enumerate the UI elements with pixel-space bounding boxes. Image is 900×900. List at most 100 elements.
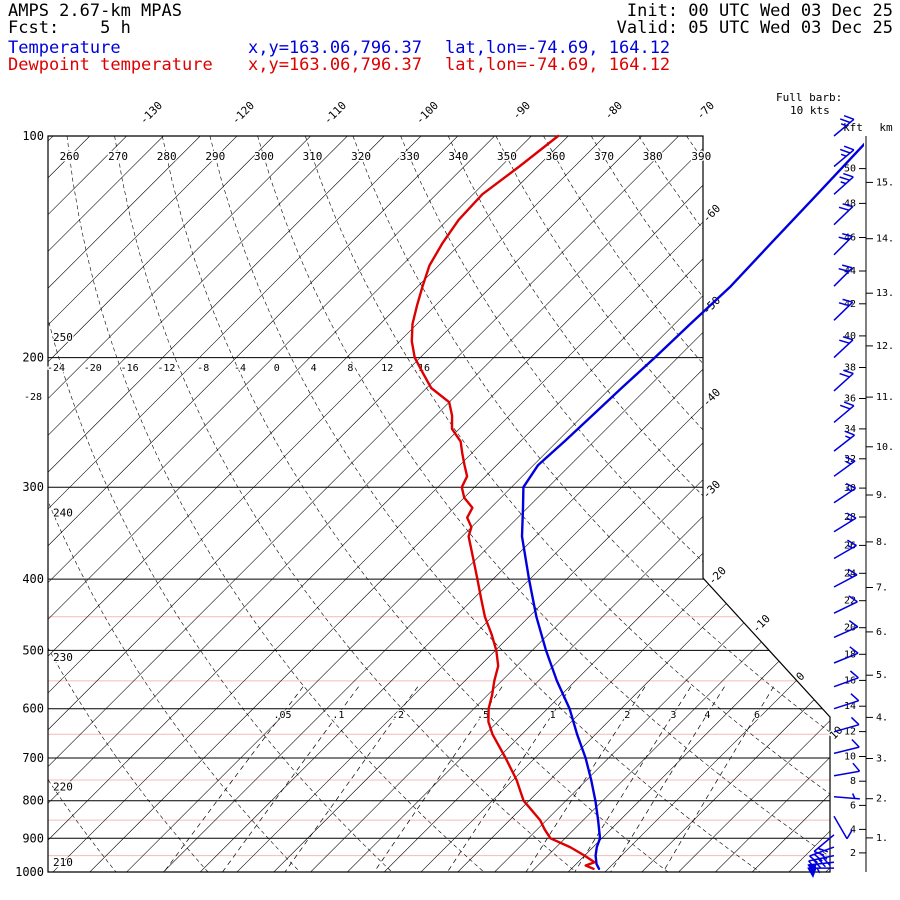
svg-text:-20: -20 (84, 363, 102, 374)
svg-text:4: 4 (704, 710, 710, 721)
svg-text:10.: 10. (876, 442, 894, 453)
svg-text:3: 3 (670, 710, 676, 721)
mixing-ratio-line (610, 686, 725, 872)
isotherm (641, 136, 830, 872)
dry-adiabat (686, 136, 830, 872)
svg-text:6: 6 (850, 800, 856, 811)
mixing-ratio-line (222, 686, 359, 872)
isotherm (48, 136, 385, 872)
init-time: Init: 00 UTC Wed 03 Dec 25 (626, 1, 893, 21)
svg-text:310: 310 (303, 150, 323, 163)
svg-text:6: 6 (754, 710, 760, 721)
svg-text:380: 380 (643, 150, 663, 163)
svg-text:-28: -28 (24, 392, 42, 403)
svg-text:200: 200 (22, 351, 44, 365)
legend-dewpoint-latlon: lat,lon=-74.69, 164.12 (445, 55, 671, 75)
svg-text:8: 8 (850, 776, 856, 787)
isotherm (48, 136, 274, 872)
dry-adiabat (352, 136, 830, 872)
mixing-ratio-line (447, 686, 572, 872)
isotherm (48, 136, 238, 872)
dry-adiabat (48, 136, 117, 872)
svg-text:40: 40 (844, 331, 856, 342)
isotherm (48, 136, 495, 872)
svg-text:6.: 6. (876, 627, 888, 638)
svg-text:400: 400 (22, 572, 44, 586)
valid-time: Valid: 05 UTC Wed 03 Dec 25 (616, 18, 893, 38)
isotherm (825, 136, 830, 872)
grid-lines (0, 136, 830, 872)
svg-text:8: 8 (347, 363, 353, 374)
isotherm (48, 136, 311, 872)
svg-text:340: 340 (448, 150, 468, 163)
isotherm (48, 136, 716, 872)
isotherm (568, 136, 830, 872)
svg-text:.05: .05 (273, 710, 291, 721)
legend-temperature-latlon: lat,lon=-74.69, 164.12 (445, 38, 671, 58)
height-axis (859, 136, 873, 872)
svg-text:3.: 3. (876, 754, 888, 765)
mixing-ratio-line (574, 686, 692, 872)
mixing-ratio-line (525, 686, 646, 872)
dry-adiabat (162, 136, 669, 872)
dry-adiabat (209, 136, 761, 872)
isotherm (48, 136, 90, 872)
dry-adiabat (114, 136, 577, 872)
dry-adiabat (48, 136, 209, 872)
svg-text:250: 250 (53, 331, 73, 344)
svg-text:1: 1 (550, 710, 556, 721)
svg-text:0: 0 (274, 363, 280, 374)
isotherm (678, 136, 830, 872)
svg-text:280: 280 (157, 150, 177, 163)
svg-text:.2: .2 (392, 710, 404, 721)
isotherm (48, 136, 201, 872)
svg-text:800: 800 (22, 794, 44, 808)
isotherm (0, 136, 16, 872)
svg-text:-90: -90 (510, 99, 533, 122)
isotherm (494, 136, 830, 872)
svg-text:km: km (879, 121, 893, 134)
svg-text:700: 700 (22, 751, 44, 765)
svg-text:kft: kft (843, 121, 863, 134)
wind-barbs (807, 114, 861, 879)
mixing-ratio-line (284, 686, 419, 872)
legend-temperature-xy: x,y=163.06,796.37 (248, 38, 422, 58)
dry-adiabat (48, 136, 393, 872)
svg-text:12.: 12. (876, 341, 894, 352)
dry-adiabat (48, 136, 301, 872)
svg-text:-24: -24 (47, 363, 65, 374)
barb-legend-line1: Full barb: (776, 91, 843, 104)
svg-text:240: 240 (53, 507, 73, 520)
isotherm (420, 136, 830, 872)
svg-text:-100: -100 (413, 99, 441, 127)
svg-text:-12: -12 (157, 363, 175, 374)
svg-text:260: 260 (60, 150, 80, 163)
svg-text:-4: -4 (234, 363, 246, 374)
dry-adiabat (66, 136, 485, 872)
isotherm (48, 136, 458, 872)
isotherm (531, 136, 830, 872)
svg-text:14: 14 (844, 701, 856, 712)
isotherm (715, 136, 830, 872)
svg-text:12: 12 (381, 363, 393, 374)
isotherm (347, 136, 830, 872)
isotherm (200, 136, 830, 872)
plot-border (47, 135, 831, 873)
svg-text:300: 300 (254, 150, 274, 163)
dry-adiabat (257, 136, 830, 872)
svg-text:360: 360 (546, 150, 566, 163)
mixing-ratio-line (163, 686, 304, 872)
isotherm (48, 136, 422, 872)
svg-text:2: 2 (850, 848, 856, 859)
svg-text:-130: -130 (137, 99, 165, 127)
svg-text:1000: 1000 (15, 865, 44, 879)
svg-text:220: 220 (53, 781, 73, 794)
svg-text:.1: .1 (332, 710, 344, 721)
svg-text:16: 16 (418, 363, 430, 374)
isotherm (48, 136, 348, 872)
model-title: AMPS 2.67-km MPAS (8, 1, 182, 21)
svg-text:5.: 5. (876, 670, 888, 681)
svg-text:4: 4 (311, 363, 317, 374)
isotherm (48, 136, 569, 872)
